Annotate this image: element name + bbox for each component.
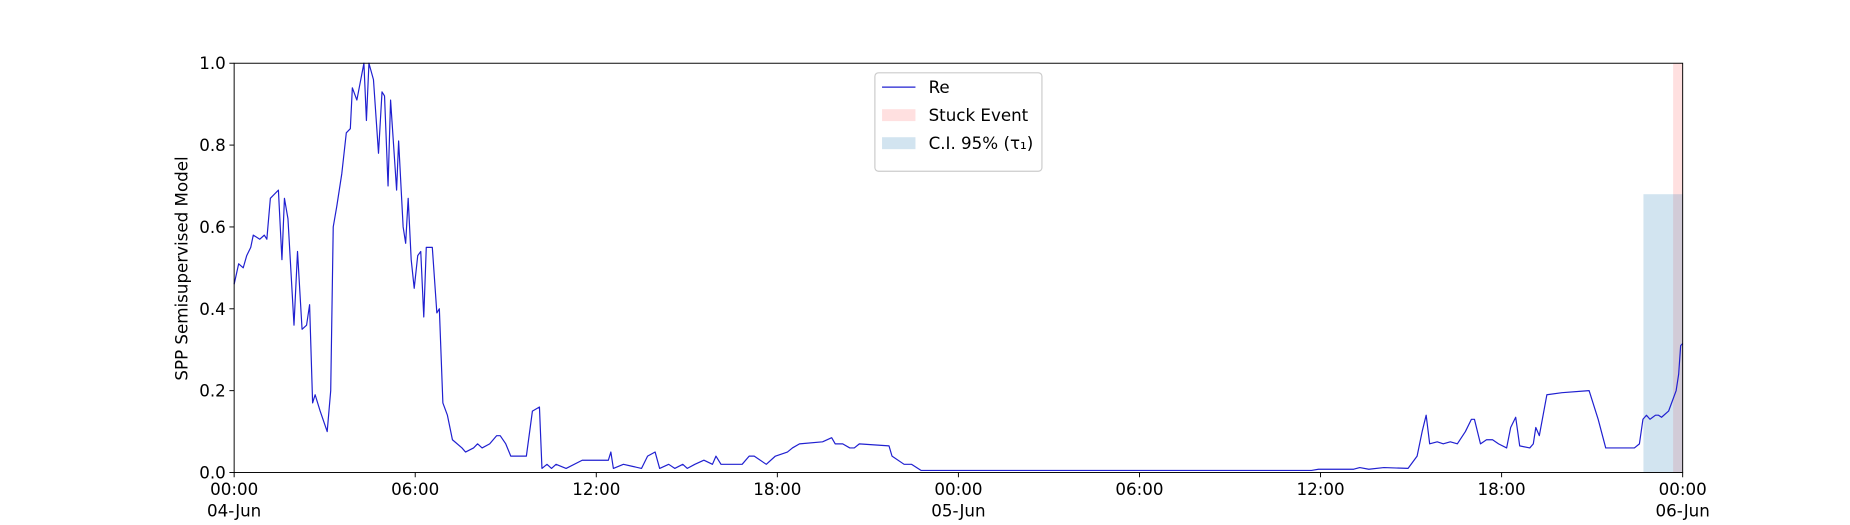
span-band <box>1643 194 1683 473</box>
x-tick-label: 12:00 <box>572 479 620 499</box>
y-tick-label: 0.2 <box>199 381 226 401</box>
span-band <box>1673 63 1683 473</box>
x-tick-label: 12:00 <box>1296 479 1344 499</box>
legend-box <box>874 72 1043 172</box>
y-axis-label: SPP Semisupervised Model <box>172 156 192 380</box>
y-tick-label: 0.6 <box>199 217 226 237</box>
legend-label: Stuck Event <box>929 105 1029 125</box>
y-tick-label: 0.0 <box>199 462 226 482</box>
x-tick-label: 18:00 <box>1478 479 1526 499</box>
y-tick-label: 0.4 <box>199 299 226 319</box>
y-tick-label: 0.8 <box>199 135 226 155</box>
x-tick-label: 18:00 <box>753 479 801 499</box>
x-tick-label: 00:00 06-Jun <box>1656 479 1710 520</box>
legend-label: Re <box>929 77 950 97</box>
x-tick-label: 00:00 05-Jun <box>931 479 985 520</box>
y-tick-label: 1.0 <box>199 53 226 73</box>
x-tick-label: 06:00 <box>1115 479 1163 499</box>
legend-patch <box>882 109 916 122</box>
data-line <box>233 62 1684 472</box>
x-tick-label: 06:00 <box>391 479 439 499</box>
legend-label: C.I. 95% (τ₁) <box>929 133 1034 153</box>
legend-patch <box>882 137 916 150</box>
